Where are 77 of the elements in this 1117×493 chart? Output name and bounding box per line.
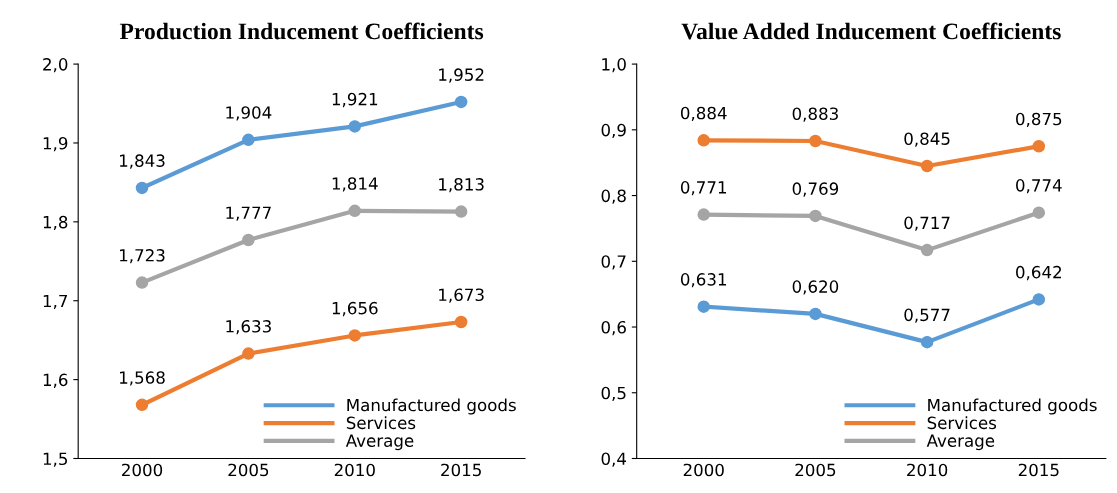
- data-label: 0,845: [904, 132, 950, 147]
- point: [348, 204, 362, 218]
- point: [1032, 293, 1046, 306]
- data-label: 1,904: [226, 106, 272, 121]
- point: [242, 347, 255, 360]
- point: [809, 307, 822, 321]
- point: [454, 205, 468, 218]
- x-tick-label: 2010: [334, 463, 375, 477]
- x-tick-label: 2015: [441, 463, 481, 477]
- legend-label: Services: [927, 416, 997, 430]
- point: [454, 95, 468, 109]
- legend-label: Manufactured goods: [928, 398, 1097, 415]
- y-tick-label: 1,5: [43, 452, 68, 467]
- data-label: 1,673: [439, 288, 484, 303]
- data-label: 0,620: [792, 280, 839, 295]
- data-label: 0,771: [680, 181, 727, 196]
- data-label: 0,883: [792, 107, 838, 122]
- x-tick-label: 2005: [795, 463, 836, 477]
- data-label: 0,774: [1016, 179, 1062, 194]
- data-label: 1,952: [439, 68, 484, 83]
- point: [809, 209, 822, 223]
- data-label: 1,568: [119, 371, 165, 386]
- legend-label: Services: [346, 416, 416, 430]
- data-label: 1,843: [119, 154, 165, 169]
- point: [454, 315, 468, 329]
- x-tick-label: 2015: [1018, 463, 1059, 477]
- data-label: 1,777: [226, 206, 271, 221]
- point: [920, 159, 934, 173]
- data-label: 0,884: [680, 106, 727, 122]
- y-tick-label: 0,7: [601, 255, 626, 270]
- data-label: 0,717: [904, 216, 950, 231]
- point: [348, 329, 362, 342]
- point: [1032, 206, 1046, 219]
- x-tick-label: 2000: [122, 463, 163, 477]
- legend-label: Average: [345, 434, 414, 451]
- y-tick-label: 1,0: [602, 58, 626, 73]
- data-label: 0,577: [904, 308, 950, 323]
- x-tick-label: 2005: [228, 463, 269, 477]
- point: [697, 134, 710, 147]
- legend-label: Manufactured goods: [347, 398, 516, 415]
- point: [920, 243, 934, 257]
- data-label: 1,813: [439, 178, 484, 193]
- point: [135, 276, 149, 289]
- chart-title: Value Added Inducement Coefficients: [681, 22, 1061, 40]
- data-label: 0,642: [1016, 265, 1061, 281]
- point: [809, 134, 822, 148]
- x-tick-label: 2010: [907, 463, 948, 477]
- data-label: 0,631: [680, 273, 727, 288]
- legend-label: Average: [926, 434, 995, 451]
- point: [1032, 140, 1046, 153]
- y-tick-label: 1,6: [43, 373, 68, 388]
- point: [697, 300, 710, 313]
- data-label: 1,814: [332, 177, 378, 192]
- x-tick-label: 2000: [683, 463, 724, 477]
- y-tick-label: 1,7: [43, 294, 68, 309]
- data-label: 1,633: [226, 320, 271, 335]
- y-tick-label: 0,8: [601, 189, 626, 204]
- point: [242, 133, 255, 147]
- data-label: 1,723: [119, 249, 165, 264]
- data-label: 1,921: [332, 92, 378, 108]
- y-tick-label: 0,5: [601, 386, 626, 402]
- point: [348, 120, 362, 133]
- y-tick-label: 1,8: [43, 215, 68, 231]
- y-tick-label: 0,6: [601, 320, 626, 336]
- point: [242, 233, 255, 247]
- point: [135, 398, 149, 412]
- point: [135, 181, 149, 195]
- data-label: 1,656: [332, 301, 378, 317]
- chart-title: Production Inducement Coefficients: [119, 22, 484, 40]
- point: [920, 335, 934, 349]
- data-label: 0,875: [1016, 112, 1062, 127]
- data-label: 0,769: [792, 182, 839, 197]
- y-tick-label: 0,9: [601, 123, 626, 139]
- y-tick-label: 1,9: [43, 136, 68, 152]
- y-tick-label: 2,0: [43, 58, 68, 73]
- y-tick-label: 0,4: [601, 452, 627, 467]
- point: [697, 208, 710, 221]
